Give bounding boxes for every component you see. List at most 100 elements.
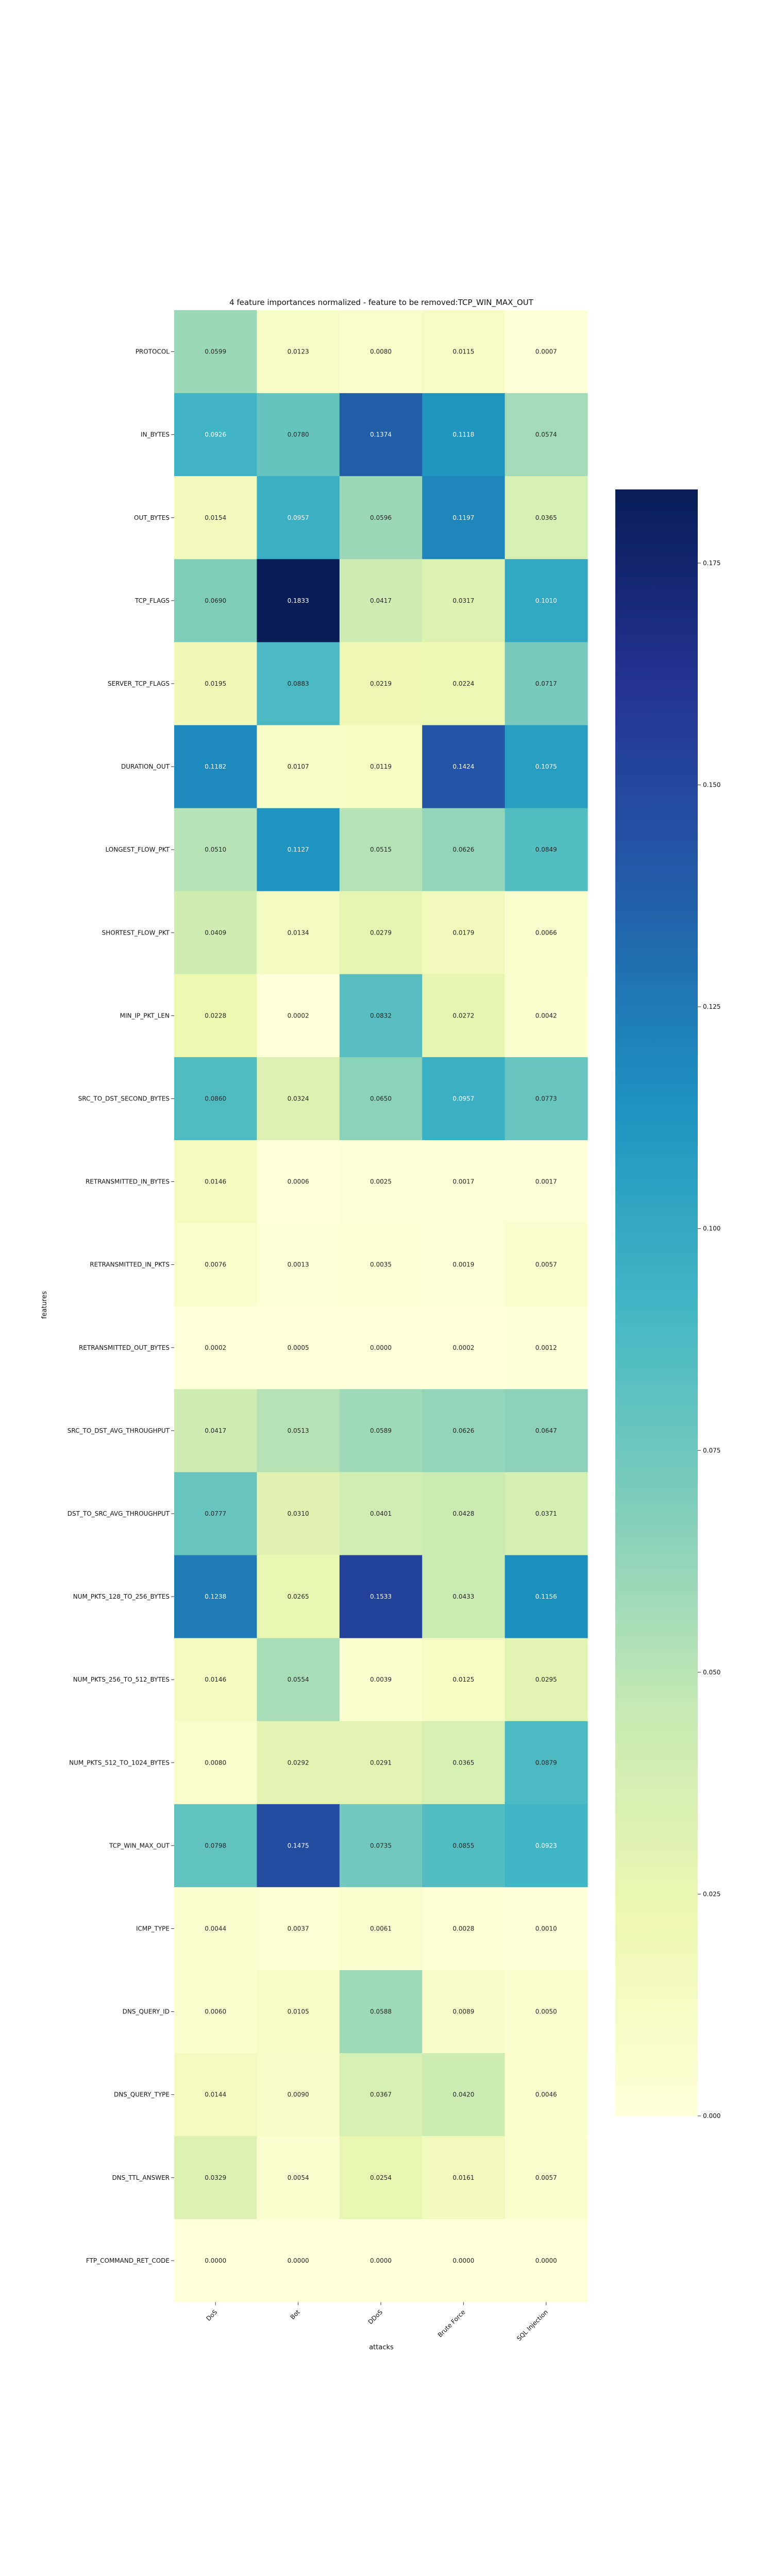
cell-value-label: 0.0292 <box>288 1759 309 1766</box>
heatmap-cell <box>505 891 588 975</box>
cell-value-label: 0.0228 <box>205 1012 226 1019</box>
heatmap-cell <box>339 2219 423 2302</box>
cell-value-label: 0.0513 <box>288 1427 309 1434</box>
cell-value-label: 0.0588 <box>370 2008 392 2015</box>
cell-value-label: 0.0006 <box>288 1178 309 1185</box>
cell-value-label: 0.0000 <box>370 2257 392 2264</box>
row-labels: PROTOCOL IN_BYTES OUT_BYTES TCP_FLAGS SERVER… <box>68 348 174 2264</box>
colorbar-tick-label: 0.025 <box>703 1890 720 1897</box>
heatmap-cell <box>174 1555 257 1639</box>
heatmap-cell <box>422 974 506 1058</box>
heatmap-cell <box>257 2136 340 2219</box>
cell-value-label: 0.0957 <box>288 514 309 521</box>
heatmap-cell <box>339 1140 423 1224</box>
cell-value-label: 0.0849 <box>535 846 557 853</box>
cell-value-label: 0.0000 <box>370 1344 392 1351</box>
heatmap-cell <box>505 1638 588 1722</box>
heatmap-cell <box>505 2136 588 2219</box>
cell-value-label: 0.0371 <box>535 1510 557 1517</box>
row-label: RETRANSMITTED_OUT_BYTES <box>79 1344 170 1351</box>
cell-value-label: 0.1182 <box>205 763 226 770</box>
heatmap-cell <box>339 1057 423 1141</box>
heatmap-cell <box>174 2136 257 2219</box>
cell-value-label: 0.1374 <box>370 431 392 438</box>
cell-value-label: 0.0777 <box>205 1510 226 1517</box>
heatmap-cell <box>257 1057 340 1141</box>
cell-value-label: 0.0409 <box>205 929 226 936</box>
heatmap-cell <box>174 1804 257 1888</box>
heatmap-cell <box>422 1887 506 1971</box>
cell-value-label: 0.0879 <box>535 1759 557 1766</box>
heatmap-cell <box>174 725 257 809</box>
heatmap-cell <box>339 1638 423 1722</box>
cell-value-label: 0.0599 <box>205 348 226 355</box>
heatmap-cell <box>505 1140 588 1224</box>
heatmap-cell <box>339 393 423 477</box>
heatmap-cell <box>174 1057 257 1141</box>
cell-value-label: 0.0589 <box>370 1427 392 1434</box>
heatmap-cell <box>257 559 340 642</box>
heatmap-cell <box>174 891 257 975</box>
cell-value-label: 0.1238 <box>205 1593 226 1600</box>
cell-value-label: 0.0224 <box>452 680 474 687</box>
heatmap-cell <box>174 808 257 892</box>
cell-value-label: 0.1156 <box>535 1593 557 1600</box>
cell-value-label: 0.0883 <box>288 680 309 687</box>
heatmap-cell <box>339 1887 423 1971</box>
cell-value-label: 0.0050 <box>535 2008 557 2015</box>
cell-value-label: 0.0089 <box>452 2008 474 2015</box>
heatmap-cell <box>339 1721 423 1805</box>
cell-value-label: 0.0626 <box>452 846 474 853</box>
cell-value-label: 0.0080 <box>205 1759 226 1766</box>
cell-value-label: 0.0146 <box>205 1676 226 1683</box>
cell-value-label: 0.0090 <box>288 2091 309 2098</box>
row-label: DNS_TTL_ANSWER <box>112 2174 170 2181</box>
row-label: TCP_FLAGS <box>135 597 170 604</box>
heatmap-cell <box>257 1804 340 1888</box>
heatmap-cell <box>505 1472 588 1556</box>
cell-value-label: 0.0013 <box>288 1261 309 1268</box>
cell-value-label: 0.0002 <box>288 1012 309 1019</box>
heatmap-cell <box>174 1638 257 1722</box>
cell-value-label: 0.0317 <box>452 597 474 604</box>
row-label: TCP_WIN_MAX_OUT <box>109 1842 170 1849</box>
cell-value-label: 0.0028 <box>452 1925 474 1932</box>
cell-value-label: 0.0650 <box>370 1095 392 1102</box>
heatmap-cell <box>505 1389 588 1472</box>
colorbar-tick-label: 0.050 <box>703 1669 720 1676</box>
heatmap-cell <box>257 1223 340 1307</box>
cell-value-label: 0.0000 <box>205 2257 226 2264</box>
heatmap-cell <box>339 559 423 642</box>
cell-value-label: 0.0417 <box>205 1427 226 1434</box>
cell-value-label: 0.0125 <box>452 1676 474 1683</box>
heatmap-cell <box>422 642 506 726</box>
column-label: DDoS <box>367 2309 384 2326</box>
heatmap-cell <box>174 1970 257 2054</box>
cell-value-label: 0.0161 <box>452 2174 474 2181</box>
cell-value-label: 0.0076 <box>205 1261 226 1268</box>
row-label: FTP_COMMAND_RET_CODE <box>86 2257 170 2264</box>
colorbar-tick-label: 0.175 <box>703 560 720 567</box>
cell-value-label: 0.0690 <box>205 597 226 604</box>
colorbar-tick-label: 0.075 <box>703 1447 720 1454</box>
heatmap-cell <box>339 891 423 975</box>
cell-value-label: 0.0054 <box>288 2174 309 2181</box>
heatmap-cell <box>257 1638 340 1722</box>
heatmap-cell <box>174 1887 257 1971</box>
heatmap-cell <box>174 393 257 477</box>
colorbar-tick-label: 0.100 <box>703 1225 720 1232</box>
heatmap-cell <box>505 1306 588 1389</box>
heatmap-cell <box>505 1887 588 1971</box>
cell-value-label: 0.0002 <box>452 1344 474 1351</box>
colorbar: 0.000 0.025 0.050 0.075 0.100 0.125 0.150 0.175 <box>615 489 720 2120</box>
heatmap-cell <box>339 310 423 394</box>
row-label: RETRANSMITTED_IN_PKTS <box>90 1261 170 1268</box>
heatmap-cell <box>174 476 257 560</box>
cell-value-label: 0.0123 <box>288 348 309 355</box>
cell-value-label: 0.0279 <box>370 929 392 936</box>
row-label: DST_TO_SRC_AVG_THROUGHPUT <box>68 1510 170 1517</box>
row-label: LONGEST_FLOW_PKT <box>106 846 170 853</box>
heatmap-cell <box>505 2053 588 2137</box>
cell-value-label: 0.0134 <box>288 929 309 936</box>
heatmap-cell <box>422 1555 506 1639</box>
